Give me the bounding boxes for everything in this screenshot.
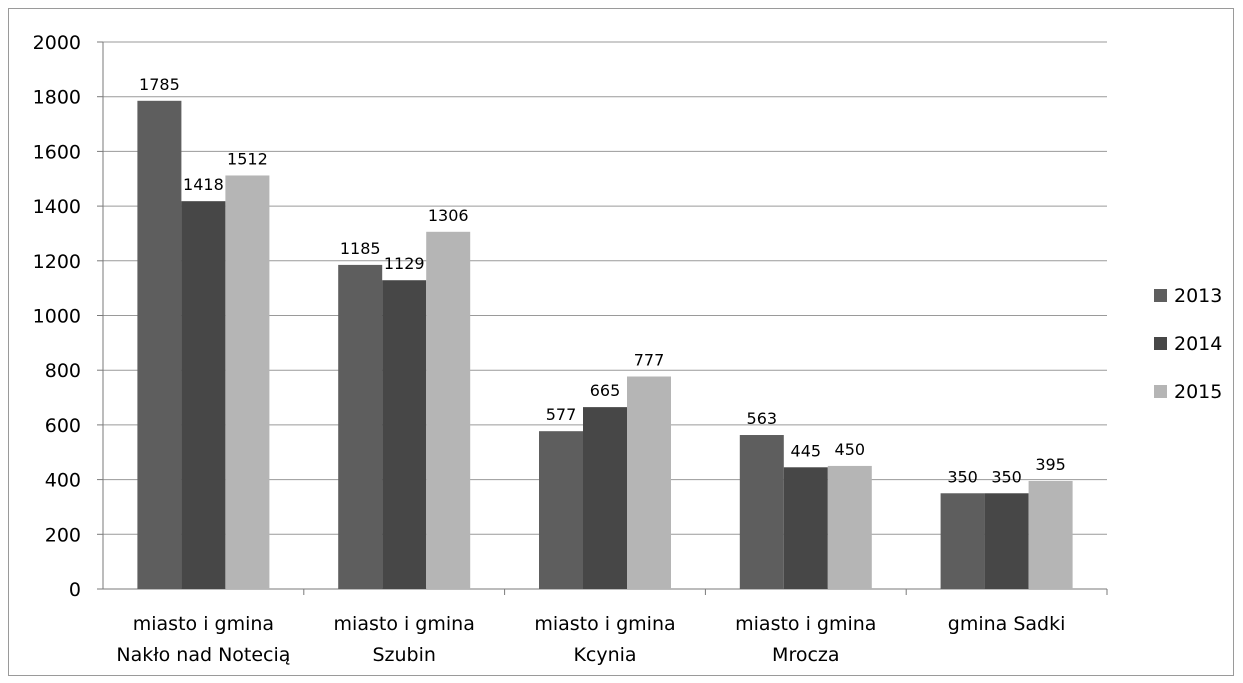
data-label: 665 [590,381,621,400]
category-label: miasto i gmina [735,613,876,635]
data-label: 395 [1035,455,1066,474]
data-label: 450 [835,440,866,459]
data-label: 1512 [227,149,268,168]
data-label: 1185 [340,239,381,258]
category-label: Nakło nad Notecią [116,644,290,666]
bar-2015 [627,376,671,589]
legend-label: 2013 [1174,285,1222,307]
category-label: Szubin [372,644,435,666]
legend-swatch [1154,337,1167,350]
data-label: 350 [991,467,1022,486]
y-tick-label: 1400 [33,196,81,218]
category-label: gmina Sadki [948,613,1066,635]
bar-2013 [739,435,784,589]
data-label: 1418 [183,175,224,194]
bar-2015 [1028,480,1073,589]
y-tick-label: 1600 [33,141,81,163]
bar-2013 [137,100,182,590]
legend-label: 2014 [1174,333,1222,355]
data-label: 1306 [428,206,469,225]
legend-label: 2015 [1174,381,1222,403]
category-label: Mrocza [772,644,839,666]
data-label: 577 [546,405,577,424]
y-tick-label: 200 [45,524,81,546]
legend-swatch [1154,289,1167,302]
bar-2013 [338,264,383,589]
bar-2015 [827,465,872,589]
bar-2014 [984,493,1029,589]
category-label: miasto i gmina [133,613,274,635]
category-label: miasto i gmina [534,613,675,635]
bar-2013 [940,493,985,589]
data-label: 1785 [139,75,180,94]
data-label: 350 [947,467,978,486]
bar-2014 [181,201,226,589]
category-label: miasto i gmina [334,613,475,635]
bar-2014 [583,407,627,589]
y-tick-label: 400 [45,470,81,492]
bar-2014 [783,467,828,589]
y-tick-label: 800 [45,360,81,382]
bar-2015 [225,175,270,589]
y-tick-label: 600 [45,415,81,437]
data-label: 777 [634,350,665,369]
y-tick-label: 1800 [33,87,81,109]
bar-2014 [382,280,427,589]
y-tick-label: 0 [69,579,81,601]
legend-swatch [1154,385,1167,398]
y-tick-label: 1200 [33,251,81,273]
bar-2013 [539,431,583,589]
y-tick-label: 2000 [33,32,81,54]
bar-2015 [426,231,471,589]
data-label: 445 [791,441,822,460]
data-label: 1129 [384,254,425,273]
data-label: 563 [747,409,778,428]
category-label: Kcynia [573,644,636,666]
y-tick-label: 1000 [33,306,81,328]
